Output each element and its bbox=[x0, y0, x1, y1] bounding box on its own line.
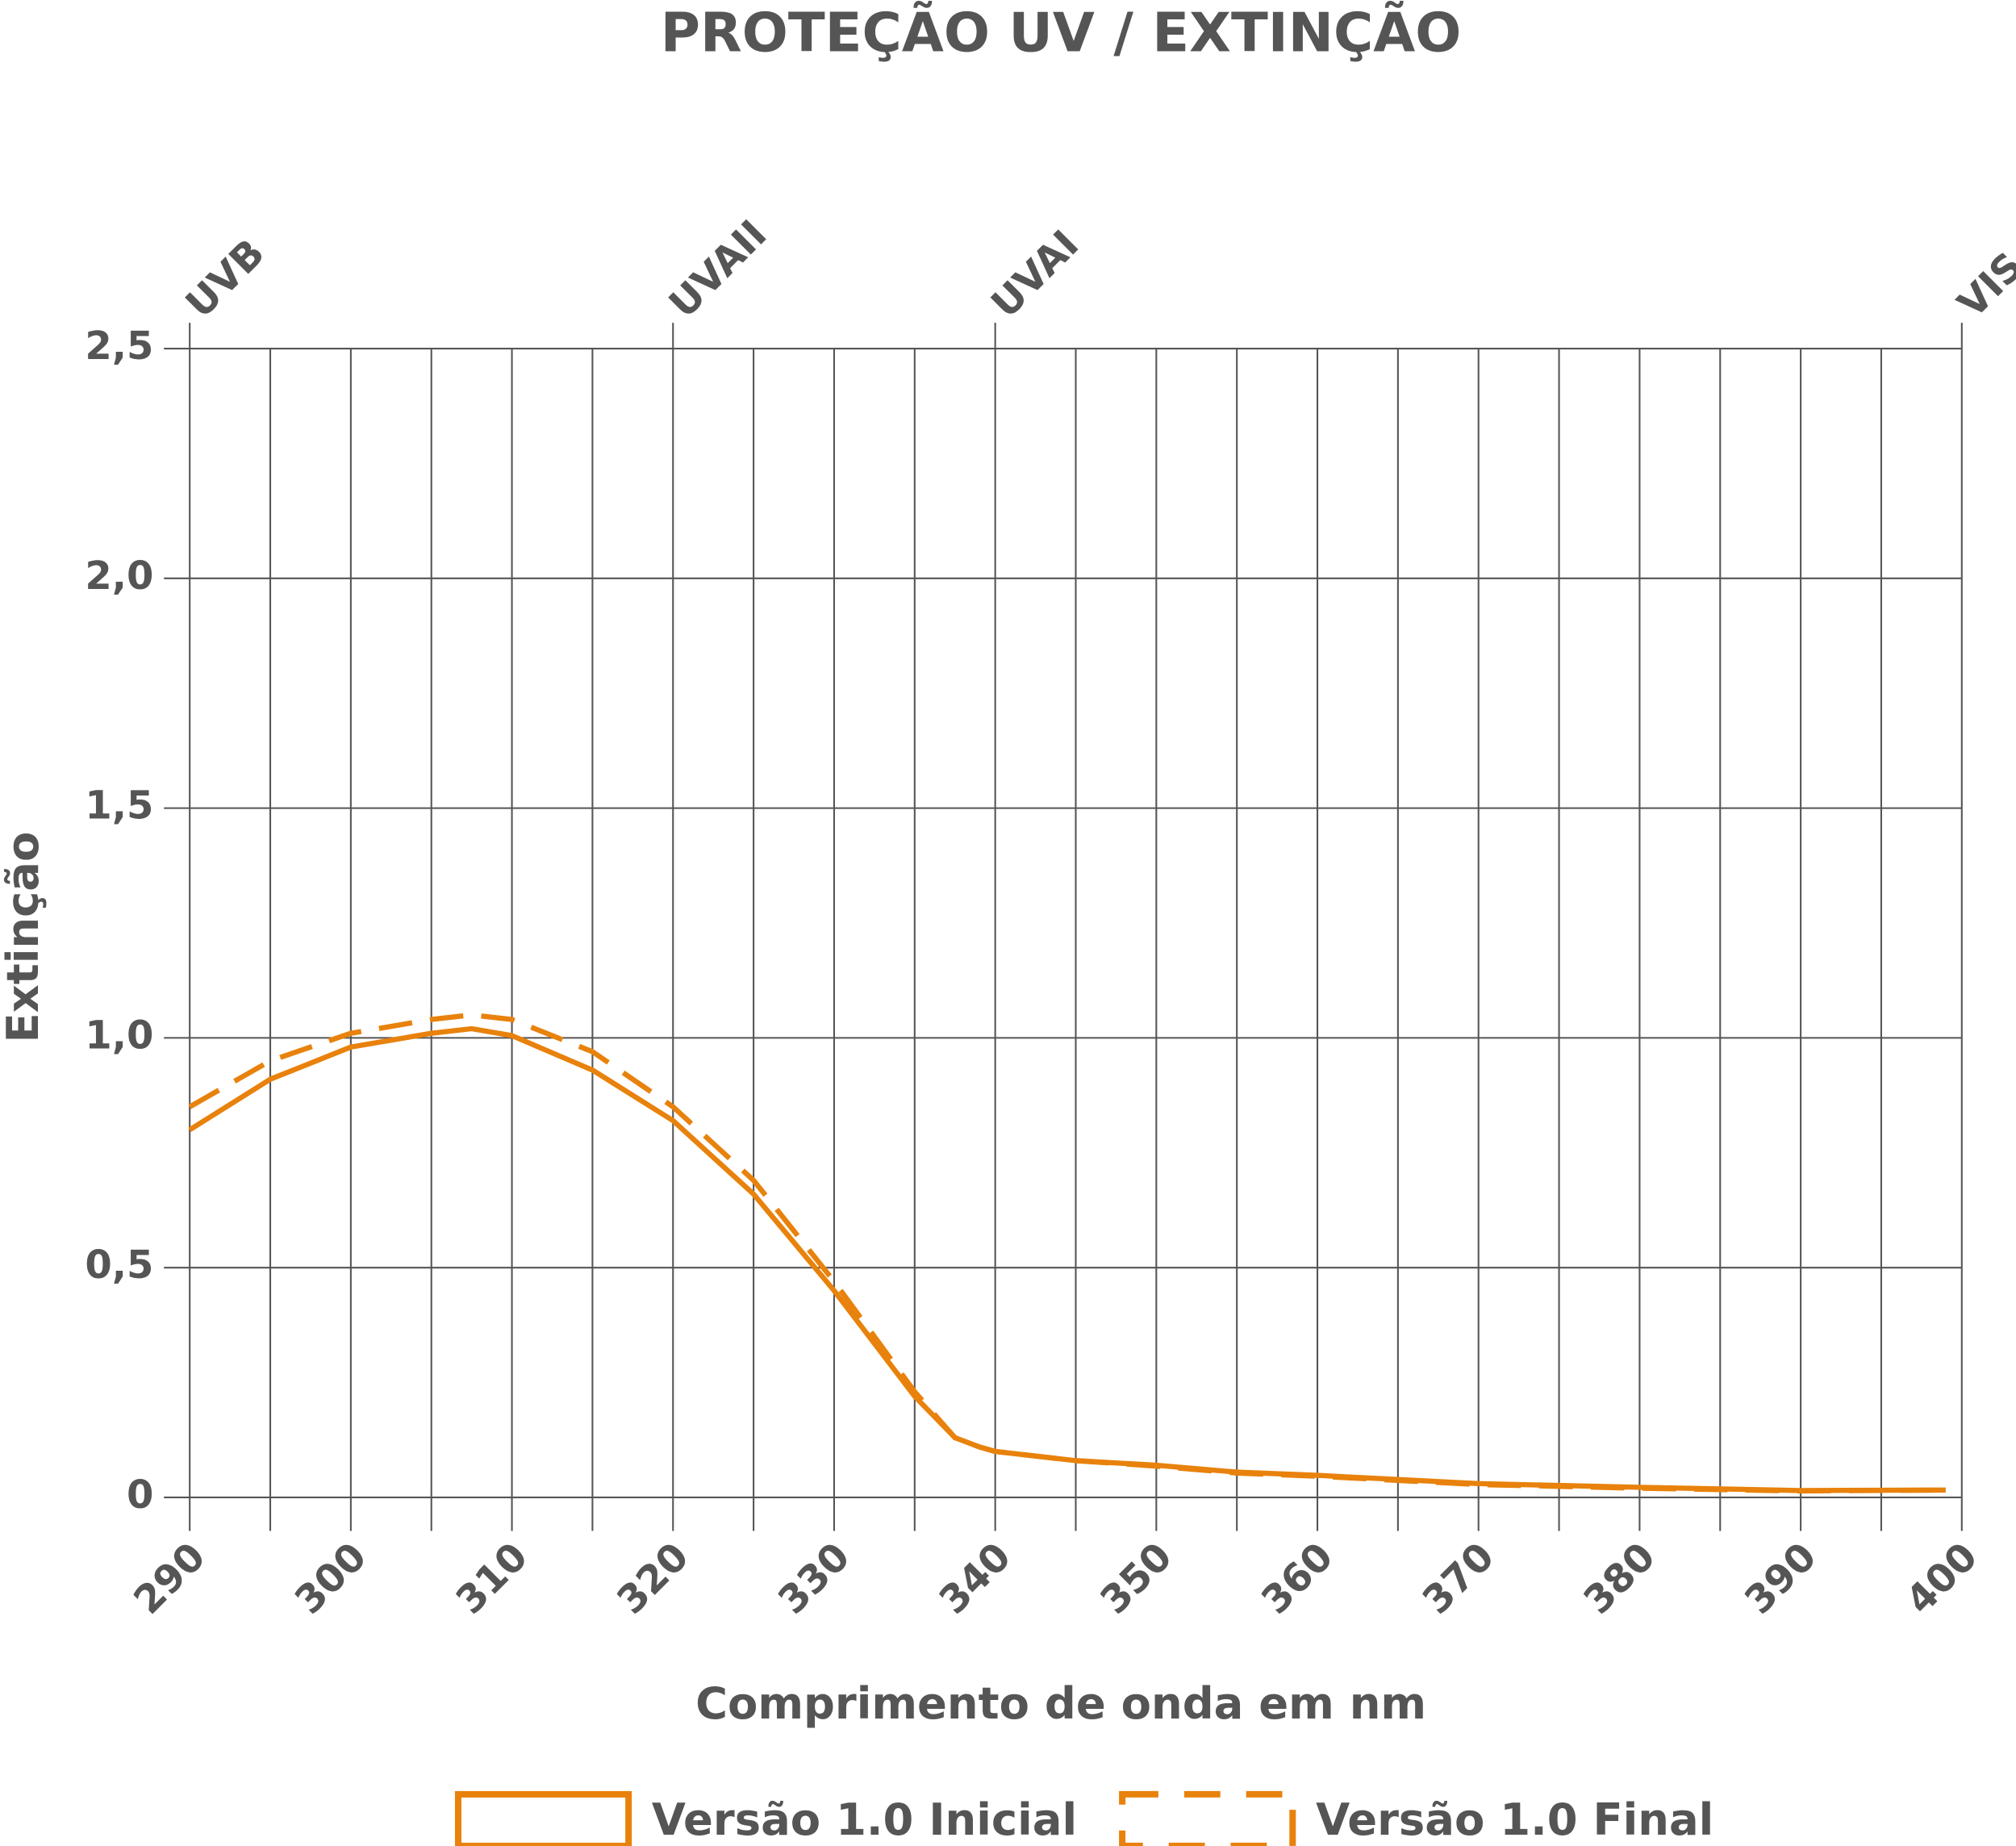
y-tick-label: 2,5 bbox=[85, 324, 153, 369]
x-tick-label: 290 bbox=[125, 1534, 214, 1623]
legend-swatch bbox=[454, 1790, 632, 1846]
x-tick-label: 310 bbox=[448, 1534, 536, 1623]
chart-title: PROTEÇÃO UV / EXTINÇÃO bbox=[661, 0, 1462, 64]
y-tick-label: 1,0 bbox=[85, 1013, 153, 1058]
legend-swatch bbox=[1119, 1790, 1296, 1846]
band-label: UVAI bbox=[983, 222, 1087, 327]
x-tick-label: 330 bbox=[770, 1534, 858, 1623]
band-label: UVAII bbox=[661, 211, 776, 327]
band-label: UVB bbox=[177, 231, 273, 327]
y-tick-label: 0,5 bbox=[85, 1242, 153, 1288]
legend-label: Versão 1.0 Inicial bbox=[652, 1794, 1077, 1845]
y-tick-label: 0 bbox=[127, 1472, 153, 1518]
y-axis-label: Extinção bbox=[0, 832, 48, 1043]
x-tick-label: 350 bbox=[1091, 1534, 1180, 1623]
band-label: VIS bbox=[1949, 244, 2016, 327]
x-axis-label: Comprimento de onda em nm bbox=[695, 1678, 1426, 1729]
x-tick-label: 300 bbox=[286, 1534, 375, 1623]
x-tick-label: 370 bbox=[1414, 1534, 1503, 1623]
series-line bbox=[188, 1012, 1946, 1494]
legend-label: Versão 1.0 Final bbox=[1316, 1794, 1713, 1845]
x-tick-label: 380 bbox=[1575, 1534, 1663, 1623]
x-tick-label: 320 bbox=[608, 1534, 697, 1623]
series-line bbox=[188, 1025, 1946, 1493]
y-tick-label: 1,5 bbox=[85, 783, 153, 829]
x-tick-label: 390 bbox=[1736, 1534, 1825, 1623]
x-tick-label: 400 bbox=[1897, 1534, 1986, 1623]
x-tick-label: 360 bbox=[1253, 1534, 1342, 1623]
y-tick-label: 2,0 bbox=[85, 553, 153, 599]
x-tick-label: 340 bbox=[931, 1534, 1020, 1623]
